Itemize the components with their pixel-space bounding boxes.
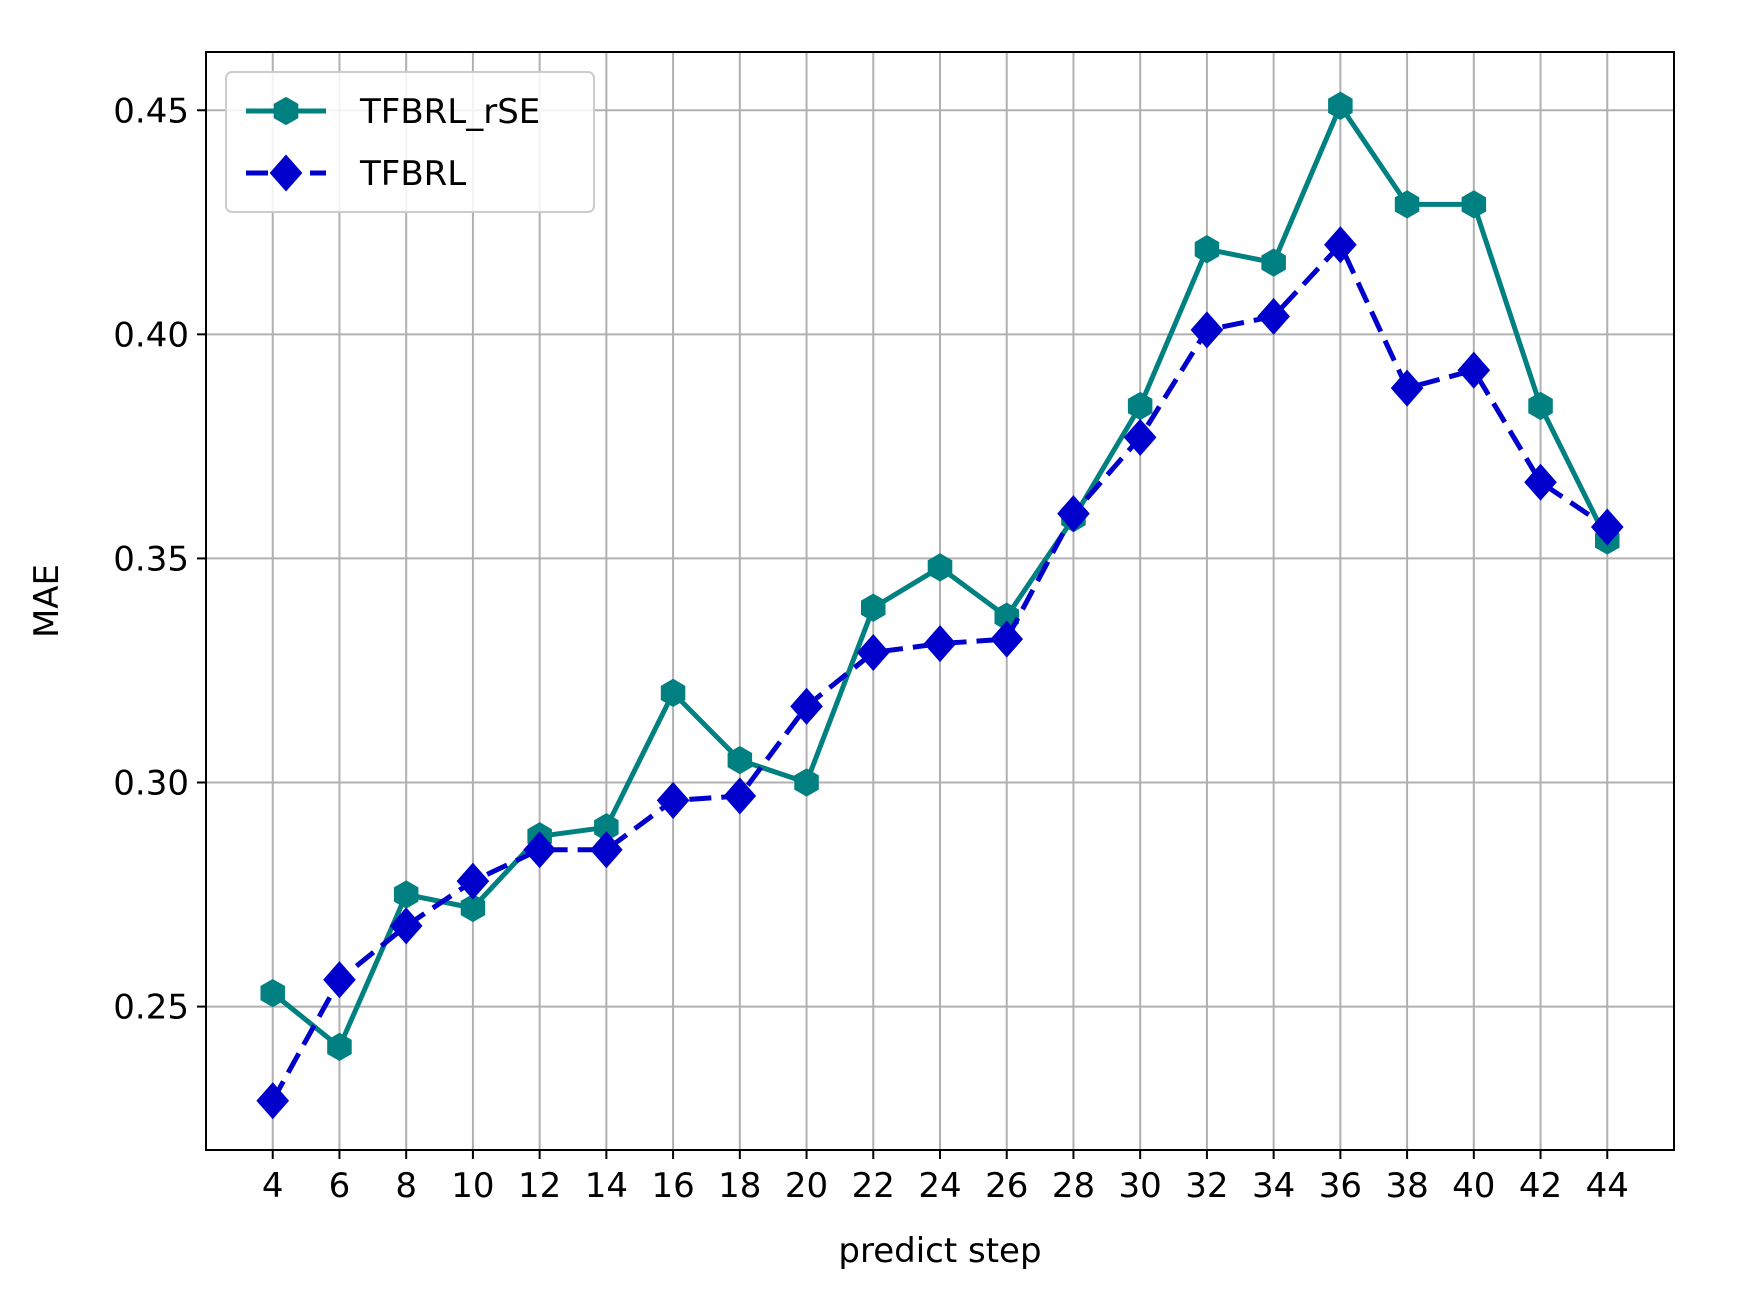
x-tick-label: 12 — [518, 1166, 561, 1206]
y-tick-label: 0.45 — [113, 91, 189, 131]
series-TFBRL — [256, 226, 1624, 1120]
x-tick-label: 32 — [1185, 1166, 1228, 1206]
data-point — [590, 831, 623, 869]
data-point — [1528, 391, 1553, 421]
x-tick-label: 22 — [852, 1166, 895, 1206]
x-tick-label: 28 — [1052, 1166, 1095, 1206]
data-point — [723, 777, 757, 815]
data-point — [1461, 190, 1487, 219]
legend-label: TFBRL_rSE — [359, 92, 540, 132]
y-axis-label: MAE — [27, 564, 67, 638]
legend-handle-TFBRL_rSE — [246, 96, 326, 126]
x-tick-label: 40 — [1452, 1166, 1495, 1206]
data-point — [1457, 351, 1491, 389]
legend-marker — [273, 96, 299, 126]
y-tick-label: 0.35 — [113, 539, 189, 579]
x-tick-label: 30 — [1119, 1166, 1162, 1206]
data-point — [1524, 463, 1557, 501]
data-point — [794, 768, 819, 797]
y-tick-label: 0.25 — [113, 988, 189, 1028]
x-tick-label: 20 — [785, 1166, 828, 1206]
legend-label: TFBRL — [359, 154, 466, 194]
data-point — [1590, 508, 1624, 546]
data-point — [790, 687, 823, 725]
x-tick-label: 4 — [262, 1166, 284, 1206]
x-tick-label: 14 — [585, 1166, 628, 1206]
ticks: 4 6 8 10 12 14 16 18 20 22 24 26 28 30 32 34 36 38 40 42 44 0… — [113, 91, 1629, 1206]
x-axis-label: predict step — [838, 1231, 1041, 1271]
x-tick-label: 24 — [918, 1166, 961, 1206]
x-tick-label: 6 — [329, 1166, 351, 1206]
data-point — [389, 907, 423, 945]
data-point — [1324, 226, 1357, 264]
data-point — [456, 862, 490, 900]
x-tick-label: 10 — [451, 1166, 494, 1206]
legend-box — [225, 71, 595, 213]
data-point — [1123, 418, 1157, 456]
legend: TFBRL_rSE TFBRL — [225, 71, 595, 213]
data-point — [393, 880, 419, 909]
data-point — [1127, 391, 1153, 421]
x-tick-label: 8 — [395, 1166, 417, 1206]
x-tick-label: 36 — [1319, 1166, 1362, 1206]
data-point — [323, 961, 356, 999]
data-point — [1328, 91, 1353, 120]
data-point — [256, 1082, 290, 1120]
data-point — [1261, 248, 1286, 277]
data-point — [523, 831, 556, 869]
data-point — [1394, 190, 1420, 219]
data-point — [861, 593, 886, 622]
data-point — [727, 745, 753, 775]
data-point — [1057, 495, 1090, 533]
y-tick-label: 0.40 — [113, 315, 189, 355]
data-point — [656, 781, 690, 819]
data-point — [856, 634, 890, 672]
data-point — [1257, 297, 1290, 335]
data-point — [260, 978, 285, 1008]
series-line — [270, 242, 1609, 1102]
data-point — [1194, 235, 1220, 264]
x-tick-label: 38 — [1385, 1166, 1428, 1206]
data-point — [1190, 311, 1224, 349]
y-tick-label: 0.30 — [113, 764, 189, 804]
x-tick-label: 44 — [1586, 1166, 1629, 1206]
x-tick-label: 42 — [1519, 1166, 1562, 1206]
data-point — [923, 625, 957, 663]
data-point — [1390, 369, 1424, 407]
series-layer — [256, 91, 1624, 1120]
data-point — [327, 1032, 352, 1062]
data-point — [990, 620, 1024, 658]
x-tick-label: 16 — [651, 1166, 694, 1206]
data-point — [460, 893, 486, 923]
legend-handle-TFBRL — [246, 154, 326, 192]
x-tick-label: 18 — [718, 1166, 761, 1206]
x-tick-label: 34 — [1252, 1166, 1295, 1206]
data-point — [660, 678, 686, 708]
data-point — [927, 553, 953, 582]
legend-marker — [269, 154, 303, 192]
x-tick-label: 26 — [985, 1166, 1028, 1206]
